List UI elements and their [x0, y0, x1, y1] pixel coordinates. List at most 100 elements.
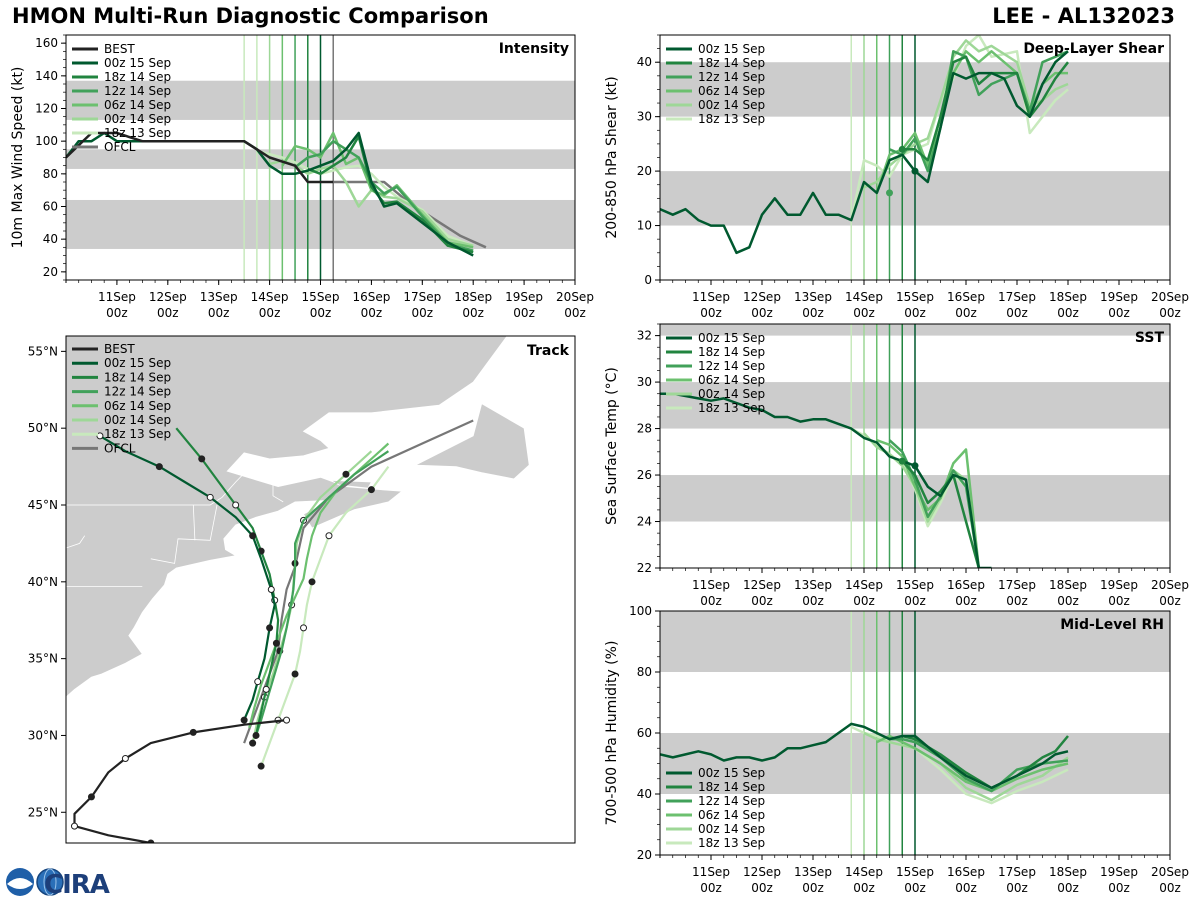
rh-xtick-label: 16Sep: [947, 865, 985, 879]
sst-legend-entry: 12z 14 Sep: [698, 359, 765, 373]
shear-xtick-label: 00z: [853, 306, 875, 320]
rh-plot-area: [660, 611, 1170, 855]
intensity-xtick-label: 00z: [259, 306, 281, 320]
intensity-legend-entry: BEST: [104, 42, 135, 56]
rh-xtick-label: 14Sep: [845, 865, 883, 879]
sst-legend-entry: 00z 15 Sep: [698, 331, 765, 345]
rh-xtick-label: 00z: [955, 881, 977, 895]
track-title: Track: [527, 343, 570, 359]
shear-xtick-label: 00z: [955, 306, 977, 320]
shear-xtick-label: 00z: [1108, 306, 1130, 320]
intensity-ylabel: 10m Max Wind Speed (kt): [10, 67, 26, 249]
shear-legend-entry: 18z 14 Sep: [698, 56, 765, 70]
sst-xtick-label: 00z: [1006, 594, 1028, 608]
rh-xtick-label: 00z: [700, 881, 722, 895]
rh-xtick-label: 12Sep: [743, 865, 781, 879]
sst-legend-entry: 18z 13 Sep: [698, 401, 765, 415]
sst-ytick-label: 24: [637, 515, 652, 529]
intensity-xtick-label: 00z: [208, 306, 230, 320]
rh-xtick-label: 13Sep: [794, 865, 832, 879]
sst-xtick-label: 14Sep: [845, 578, 883, 592]
sst-panel: 22 24 26 28 30 32 11Sep 00z 12Sep 00z 13Sep 00z 14Se…: [604, 323, 1189, 608]
track-legend-entry: BEST: [104, 342, 135, 356]
track-ytick-label: 50°N: [28, 421, 58, 435]
shear-xtick-label: 00z: [700, 306, 722, 320]
intensity-xtick-label: 00z: [361, 306, 383, 320]
track-ytick-label: 55°N: [28, 344, 58, 358]
intensity-xtick-label: 13Sep: [200, 290, 238, 304]
rh-legend-entry: 00z 14 Sep: [698, 822, 765, 836]
track-frame: [65, 335, 576, 844]
shear-series-18z-14-sep: [902, 55, 1069, 162]
rh-series-18z-13-sep: [850, 725, 1069, 805]
shear-xtick-label: 00z: [1006, 306, 1028, 320]
track-ytick-label: 25°N: [28, 805, 58, 819]
sst-xtick-label: 20Sep: [1151, 578, 1189, 592]
sst-series-12z-14-sep: [888, 439, 981, 568]
intensity-xtick-label: 00z: [564, 306, 586, 320]
rh-legend-entry: 00z 15 Sep: [698, 766, 765, 780]
rh-xtick-label: 00z: [1108, 881, 1130, 895]
rh-xtick-label: 00z: [802, 881, 824, 895]
track-point-best: [147, 839, 155, 843]
intensity-xtick-label: 14Sep: [251, 290, 289, 304]
rh-xtick-label: 11Sep: [692, 865, 730, 879]
track-point-18z-14-sep: [272, 639, 280, 647]
rh-panel: 20 40 60 80 100 11Sep 00z 12Sep 00z 13Sep 00z 14Sep…: [604, 604, 1189, 895]
intensity-legend-entry: 18z 14 Sep: [104, 70, 171, 84]
rh-series-00z-15-sep: [660, 722, 1069, 790]
shear-xtick-label: 16Sep: [947, 290, 985, 304]
shear-legend-entry: 00z 15 Sep: [698, 42, 765, 56]
intensity-xtick-label: 00z: [513, 306, 535, 320]
track-point-00z-15-sep: [266, 624, 274, 632]
rh-legend-entry: 18z 14 Sep: [698, 780, 765, 794]
shear-xtick-label: 19Sep: [1100, 290, 1138, 304]
intensity-ytick-label: 100: [35, 134, 58, 148]
sst-marker-0: [911, 462, 919, 470]
shear-xtick-label: 00z: [802, 306, 824, 320]
track-point-00z-15-sep: [254, 678, 262, 686]
sst-marker-1: [898, 457, 906, 465]
sst-xtick-label: 00z: [802, 594, 824, 608]
intensity-xtick-label: 12Sep: [149, 290, 187, 304]
rh-xtick-label: 15Sep: [896, 865, 934, 879]
intensity-ytick-label: 20: [43, 265, 58, 279]
rh-legend-entry: 06z 14 Sep: [698, 808, 765, 822]
sst-xtick-label: 00z: [1108, 594, 1130, 608]
rh-ytick-label: 20: [637, 848, 652, 862]
intensity-panel: 20 40 60 80 100 120 140 160 11Sep 00z 12Sep 00z 13Se…: [10, 34, 594, 320]
sst-plot-area: [660, 324, 1170, 568]
intensity-xtick-label: 00z: [462, 306, 484, 320]
shear-legend-entry: 18z 13 Sep: [698, 112, 765, 126]
map-border-1: [66, 535, 86, 549]
intensity-xtick-label: 00z: [106, 306, 128, 320]
rh-xtick-label: 00z: [904, 881, 926, 895]
track-panel: 25°N30°N35°N40°N45°N50°N55°N TrackBEST00z…: [28, 335, 576, 844]
intensity-legend-entry: 06z 14 Sep: [104, 98, 171, 112]
sst-xtick-label: 16Sep: [947, 578, 985, 592]
track-point-18z-14-sep: [252, 731, 260, 739]
track-point-18z-13-sep: [300, 624, 308, 632]
sst-xtick-label: 11Sep: [692, 578, 730, 592]
globe-meridian-icon: [43, 868, 57, 896]
sst-legend-entry: 18z 14 Sep: [698, 345, 765, 359]
rh-xtick-label: 19Sep: [1100, 865, 1138, 879]
rh-xtick-label: 00z: [853, 881, 875, 895]
intensity-xtick-label: 11Sep: [98, 290, 136, 304]
track-line-ofcl: [243, 419, 474, 744]
shear-ytick-label: 0: [644, 273, 652, 287]
sst-xtick-label: 19Sep: [1100, 578, 1138, 592]
sst-series-18z-14-sep: [901, 460, 981, 568]
track-ytick-label: 30°N: [28, 728, 58, 742]
intensity-xtick-label: 00z: [310, 306, 332, 320]
sst-series-00z-15-sep: [660, 392, 992, 568]
shear-xtick-label: 00z: [1159, 306, 1181, 320]
intensity-xtick-label: 19Sep: [505, 290, 543, 304]
shear-ylabel: 200-850 hPa Shear (kt): [604, 76, 620, 238]
intensity-xtick-label: 17Sep: [403, 290, 441, 304]
shear-marker-0: [911, 167, 919, 175]
track-point-18z-13-sep: [291, 670, 299, 678]
intensity-legend-entry: OFCL: [104, 140, 136, 154]
track-point-18z-13-sep: [325, 532, 333, 540]
sst-ytick-label: 22: [637, 561, 652, 575]
